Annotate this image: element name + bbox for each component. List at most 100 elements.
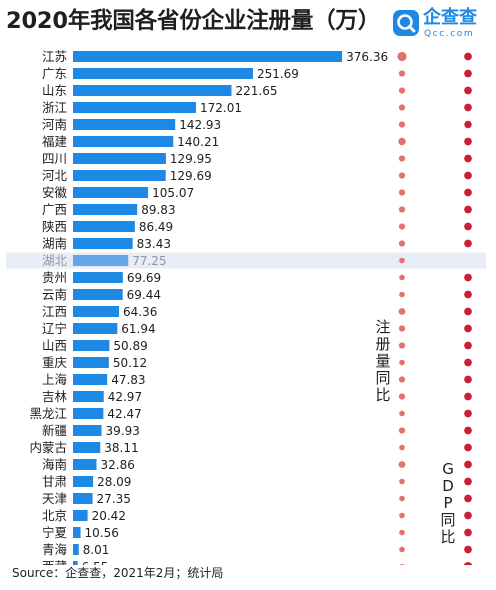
gdp-yoy-dot xyxy=(464,392,472,401)
bar xyxy=(73,289,123,300)
category-label: 青海 xyxy=(42,542,68,557)
column-label-char: 同 xyxy=(375,369,390,387)
value-label: 8.01 xyxy=(83,543,110,557)
bar xyxy=(73,51,343,62)
category-label: 广西 xyxy=(42,202,67,217)
gdp-yoy-dot xyxy=(464,443,472,452)
registration-yoy-dot xyxy=(398,240,406,247)
bar xyxy=(73,68,253,79)
bar xyxy=(73,238,133,249)
category-label: 陕西 xyxy=(42,219,67,234)
registration-yoy-dot xyxy=(399,512,405,519)
category-label: 江西 xyxy=(42,304,67,319)
category-label: 新疆 xyxy=(42,423,67,438)
value-label: 89.83 xyxy=(141,203,175,217)
category-label: 黑龙江 xyxy=(29,406,67,421)
bar xyxy=(73,255,129,266)
category-label: 海南 xyxy=(42,457,67,472)
gdp-yoy-dot xyxy=(464,222,472,231)
registration-yoy-dot xyxy=(398,376,406,383)
value-label: 38.11 xyxy=(104,441,138,455)
category-label: 湖南 xyxy=(42,236,67,251)
value-label: 172.01 xyxy=(200,101,242,115)
logo-domain: Qcc.com xyxy=(424,29,475,39)
category-label: 广东 xyxy=(42,66,67,81)
bar xyxy=(73,221,135,232)
bars xyxy=(73,51,343,565)
registration-yoy-dot xyxy=(398,325,406,332)
category-label: 重庆 xyxy=(42,355,68,370)
category-label: 江苏 xyxy=(42,49,67,64)
gdp-yoy-dot xyxy=(464,86,472,95)
gdp-yoy-dot xyxy=(464,477,472,486)
registration-yoy-dot xyxy=(399,529,405,536)
value-label: 77.25 xyxy=(132,254,166,268)
bar xyxy=(73,425,102,436)
column-label-char: 量 xyxy=(375,352,390,370)
category-label: 湖北 xyxy=(42,253,68,268)
value-label: 10.56 xyxy=(85,526,119,540)
bar xyxy=(73,323,118,334)
registration-yoy-dot xyxy=(399,257,405,264)
qcc-logo-icon xyxy=(393,10,419,36)
registration-yoy-dot xyxy=(398,121,406,128)
registration-yoy-dot xyxy=(398,308,406,315)
value-label: 32.86 xyxy=(100,458,134,472)
bar xyxy=(73,357,109,368)
bar xyxy=(73,340,110,351)
registration-yoy-dot xyxy=(399,444,405,451)
gdp-yoy-dot xyxy=(464,52,472,61)
category-label: 云南 xyxy=(42,287,67,302)
category-label: 浙江 xyxy=(42,100,67,115)
value-label: 105.07 xyxy=(152,186,194,200)
registration-yoy-dot xyxy=(399,495,405,502)
gdp-yoy-dot xyxy=(464,528,472,537)
bar xyxy=(73,493,93,504)
bar-chart: 江苏广东山东浙江河南福建四川河北安徽广西陕西湖南湖北贵州云南江西辽宁山西重庆上海… xyxy=(6,49,486,565)
gdp-yoy-dot xyxy=(464,154,472,163)
logo-name: 企查查 xyxy=(423,7,477,28)
registration-yoy-dot xyxy=(398,70,406,77)
registration-yoy-dot xyxy=(398,206,406,213)
registration-yoy-dot xyxy=(399,563,405,565)
gdp-yoy-dot xyxy=(464,69,472,78)
gdp-yoy-dot xyxy=(464,341,472,350)
bar xyxy=(73,153,166,164)
chart-title: 2020年我国各省份企业注册量（万） xyxy=(6,8,381,34)
column-label-char: P xyxy=(443,494,452,512)
bar xyxy=(73,391,104,402)
bar xyxy=(73,170,166,181)
gdp-yoy-dot xyxy=(464,205,472,214)
column-label-char: 册 xyxy=(375,335,390,353)
gdp-yoy-dot xyxy=(464,409,472,418)
column-label-char: 比 xyxy=(375,386,390,404)
value-labels: 376.36 251.69 221.65 172.01 142.93 140.21 129.… xyxy=(82,50,388,565)
category-label: 上海 xyxy=(42,372,68,387)
indicator-dots xyxy=(397,51,473,565)
bar xyxy=(73,476,94,487)
value-label: 47.83 xyxy=(111,373,145,387)
value-label: 142.93 xyxy=(179,118,221,132)
gdp-yoy-dot xyxy=(464,324,472,333)
value-label: 6.55 xyxy=(82,560,109,565)
gdp-yoy-dot xyxy=(464,188,472,197)
registration-yoy-dot xyxy=(399,546,405,553)
category-label: 北京 xyxy=(42,508,67,523)
value-label: 86.49 xyxy=(139,220,173,234)
registration-yoy-dot xyxy=(398,461,406,468)
registration-yoy-dot xyxy=(398,189,406,196)
bar xyxy=(73,527,81,538)
registration-yoy-dot xyxy=(398,223,406,230)
registration-yoy-dot xyxy=(399,274,405,281)
gdp-yoy-dot xyxy=(464,358,472,367)
bar xyxy=(73,204,138,215)
category-label: 贵州 xyxy=(42,270,67,285)
registration-yoy-dot xyxy=(398,137,406,146)
registration-yoy-dot xyxy=(398,342,406,349)
value-label: 221.65 xyxy=(235,84,277,98)
gdp-yoy-dot xyxy=(464,545,472,554)
column-label-char: 注 xyxy=(375,318,390,336)
value-label: 251.69 xyxy=(257,67,299,81)
